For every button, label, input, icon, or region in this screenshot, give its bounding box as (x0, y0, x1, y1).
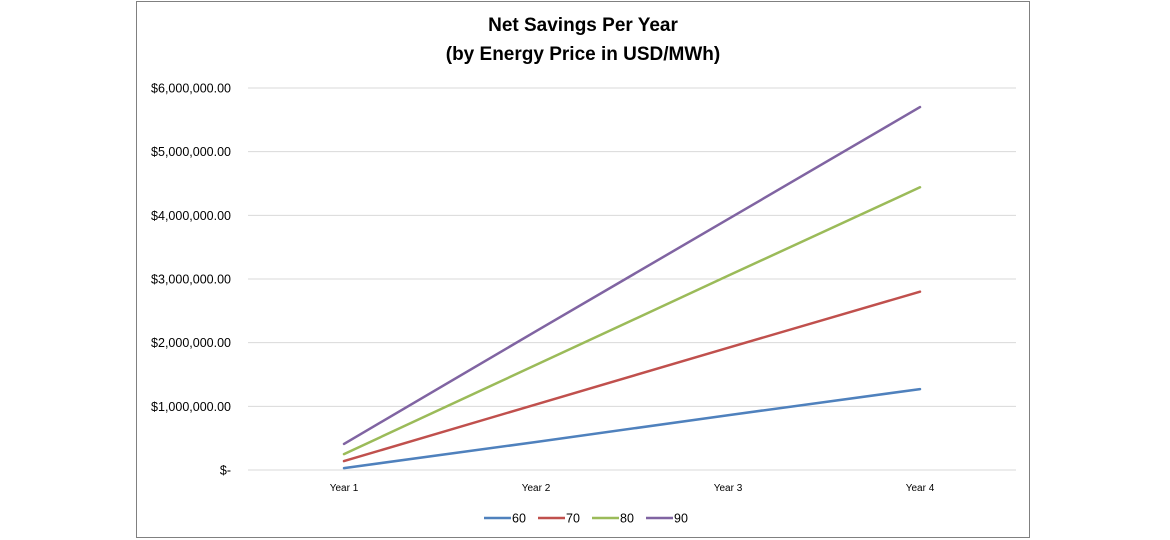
legend-label: 90 (674, 512, 688, 526)
y-axis-tick-labels: $- $1,000,000.00 $2,000,000.00 $3,000,000.0… (151, 82, 231, 478)
y-tick-label: $2,000,000.00 (151, 336, 231, 350)
y-tick-label: $4,000,000.00 (151, 209, 231, 223)
series-line-90 (342, 105, 922, 446)
y-tick-label: $5,000,000.00 (151, 145, 231, 159)
y-tick-label: $3,000,000.00 (151, 273, 231, 287)
series-line-70 (342, 290, 922, 463)
chart-title-line-1: Net Savings Per Year (488, 15, 678, 36)
x-category-label: Year 1 (330, 483, 359, 494)
x-category-label: Year 3 (714, 483, 743, 494)
y-tick-label: $- (220, 464, 231, 478)
legend-label: 70 (566, 512, 580, 526)
x-axis-category-labels: Year 1 Year 2 Year 3 Year 4 (330, 483, 935, 494)
x-category-label: Year 2 (522, 483, 551, 494)
series-line-60 (342, 387, 922, 470)
legend-label: 80 (620, 512, 634, 526)
y-tick-label: $6,000,000.00 (151, 82, 231, 96)
series-lines (342, 105, 922, 470)
x-category-label: Year 4 (906, 483, 935, 494)
legend-label: 60 (512, 512, 526, 526)
y-tick-label: $1,000,000.00 (151, 400, 231, 414)
series-line-80 (342, 186, 922, 456)
chart-frame (136, 1, 1030, 538)
chart-title-line-2: (by Energy Price in USD/MWh) (446, 44, 720, 65)
gridlines (248, 87, 1016, 471)
legend: 60 70 80 90 (484, 512, 688, 526)
